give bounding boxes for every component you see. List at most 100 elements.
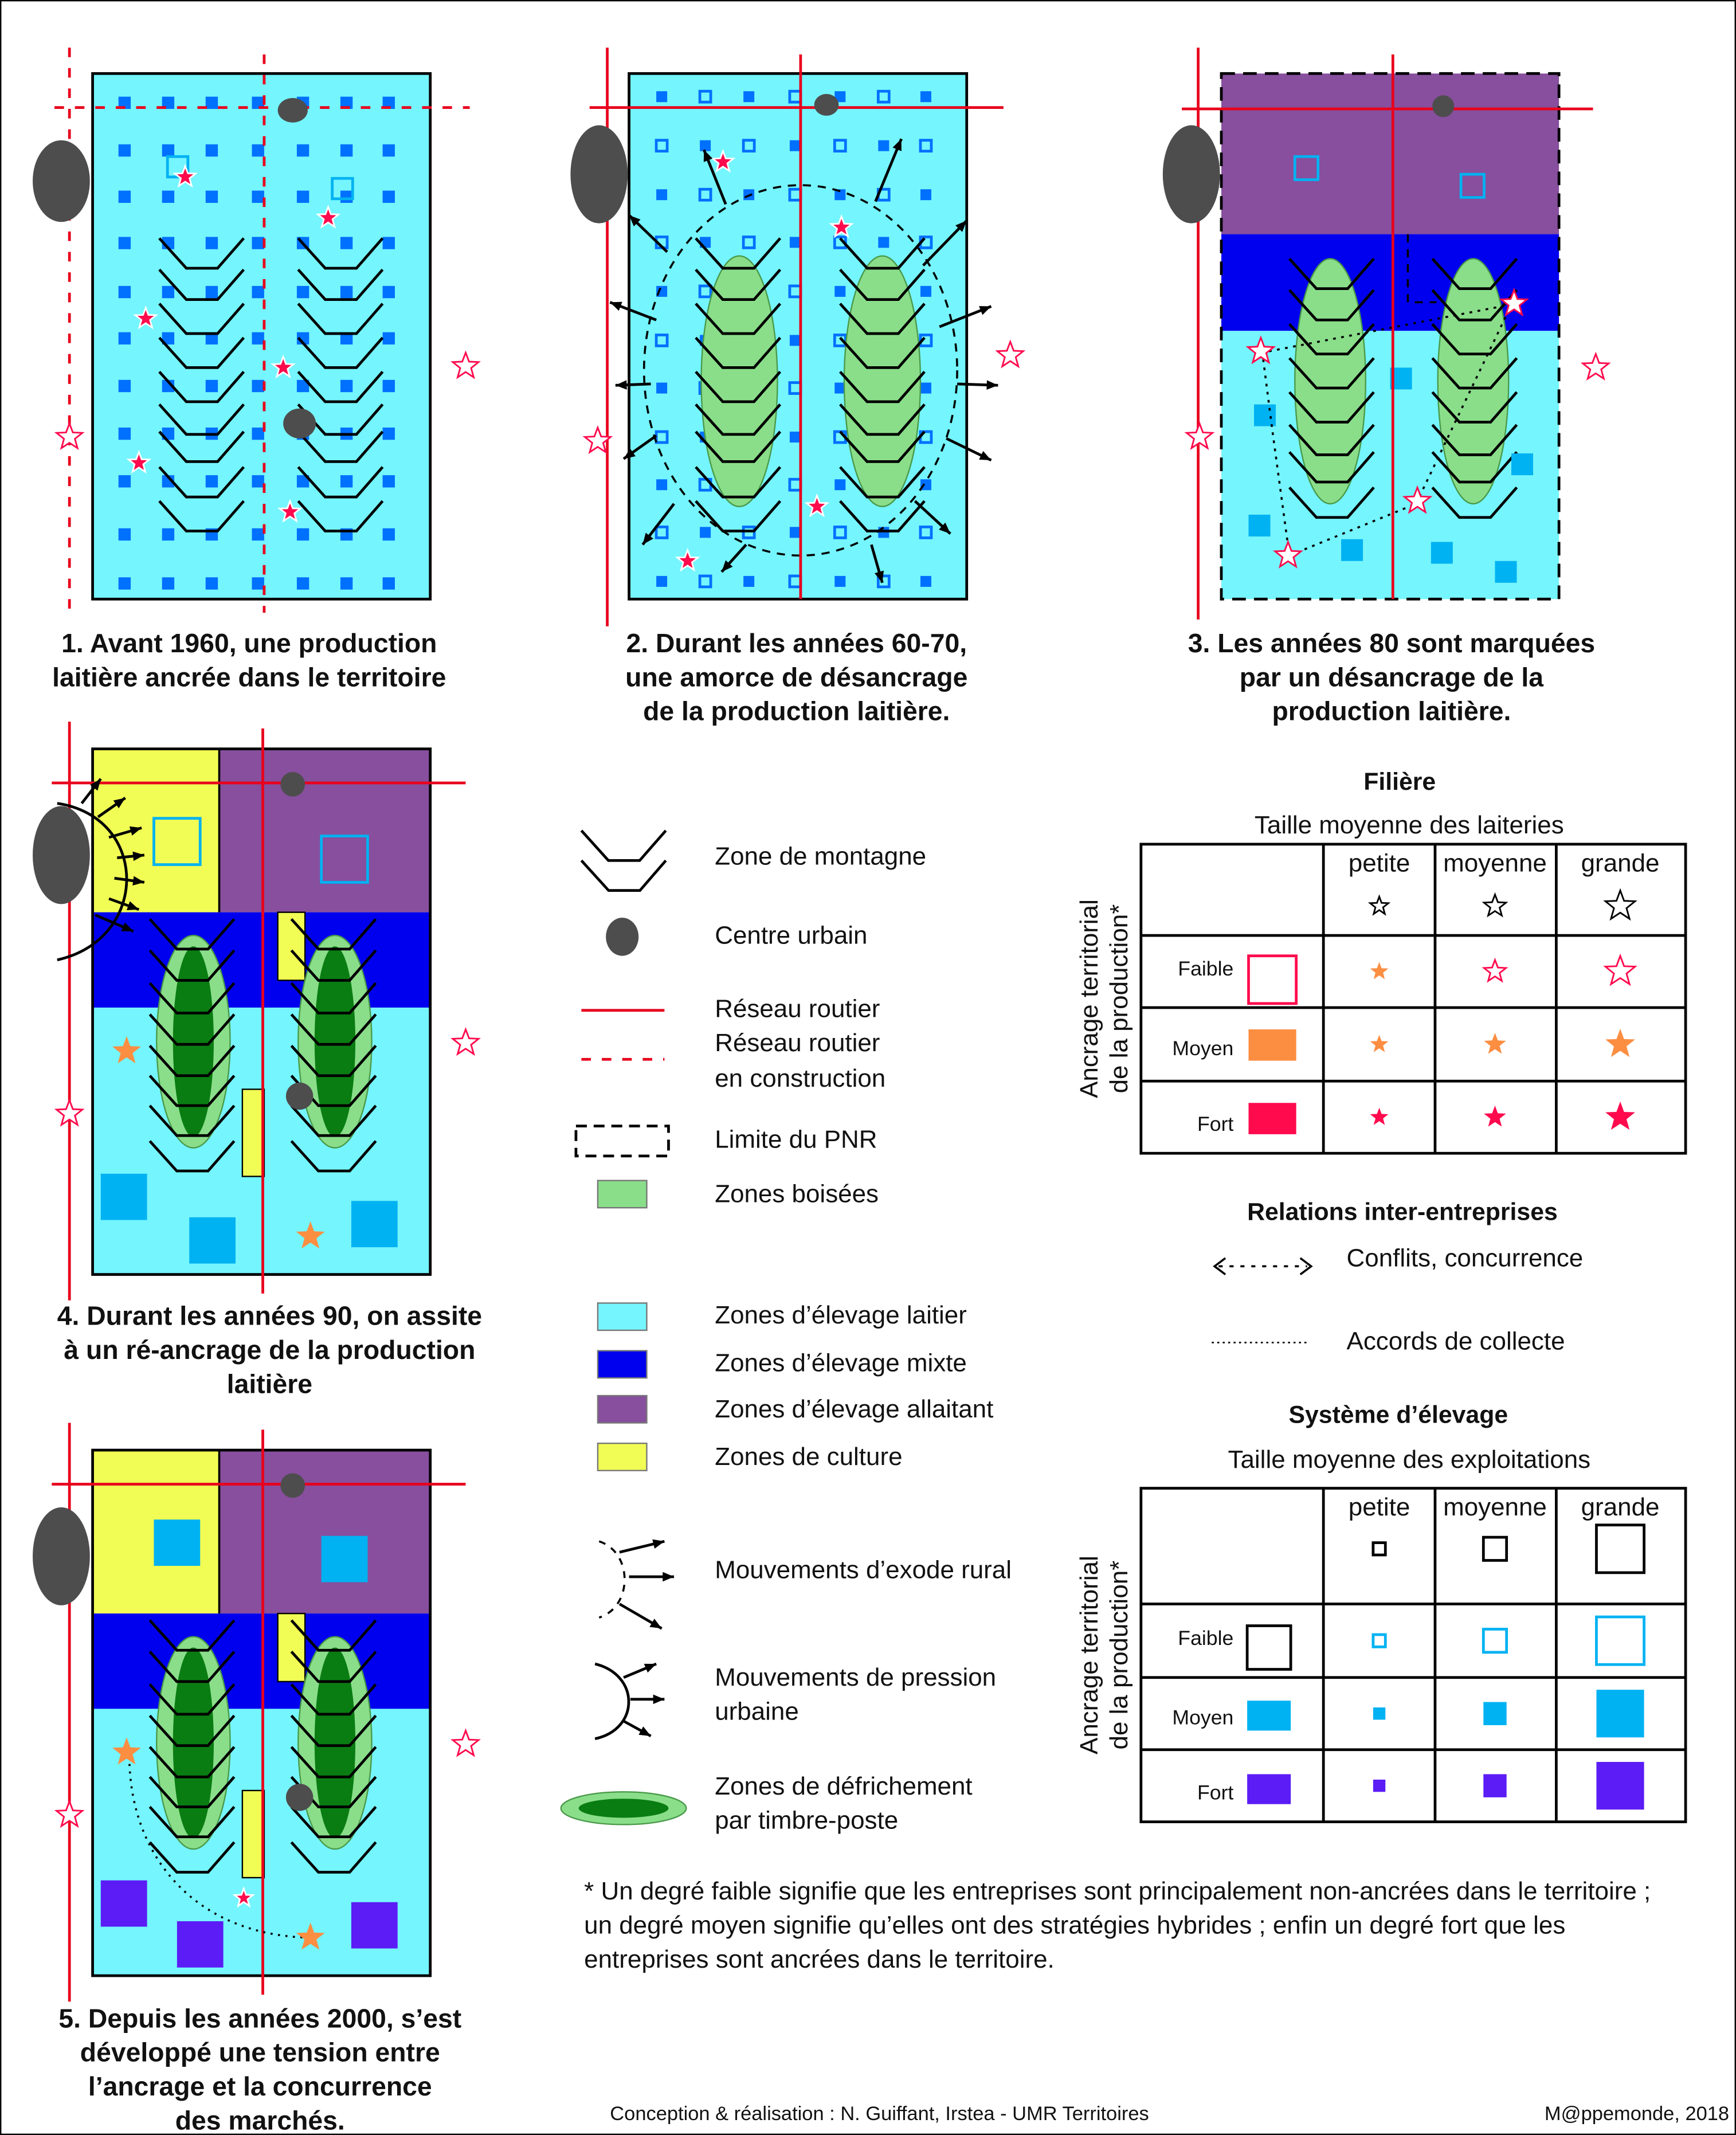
small-farm-square [162,577,175,590]
agreements-label: Accords de collecte [1347,1327,1565,1355]
clearing-legend-icon [578,1799,669,1818]
small-farm-square [833,525,847,539]
small-farm-square [876,89,891,104]
urban-centre-icon [280,1473,305,1498]
weak-farm-square [320,835,369,884]
small-farm-square [656,575,668,587]
weak-farm-square [166,155,190,179]
clearing-zone [173,1647,214,1839]
small-farm-square [700,527,711,538]
small-farm-square [834,575,846,587]
suckler-zone [219,749,430,912]
legend-mixed-label: Zones d’élevage mixte [715,1349,967,1377]
small-farm-square [252,379,264,393]
pressure-legend-arc [594,1662,630,1741]
small-farm-square [920,575,931,587]
mountain-chevron [148,1044,236,1078]
small-farm-square [743,91,755,103]
clearing-zone [314,946,356,1137]
small-farm-square [252,96,264,109]
mountain-chevron [158,403,245,436]
small-farm-square [382,379,395,393]
mountain-chevron [839,303,926,335]
mountain-chevron [297,268,384,301]
strong-star-icon [232,1886,256,1908]
arrow-head-icon [722,560,733,572]
mountain-chevron [1288,451,1375,484]
mountain-chevron [158,370,245,404]
conflict-line [1261,351,1291,556]
small-farm-square [789,335,801,346]
mountain-icon [580,859,667,892]
legend-urban-label: Centre urbain [715,921,867,949]
table-row-label: Faible [1178,957,1233,980]
mountain-chevron [839,237,926,270]
small-farm-square [118,332,131,345]
mountain-chevron [297,237,384,270]
small-farm-square [252,285,264,299]
arrow-head-icon [986,380,998,390]
mountain-chevron [839,403,926,436]
panel-caption: 4. Durant les années 90, on assite [57,1300,482,1330]
small-farm-square [834,91,846,103]
urban-centre-icon [606,918,639,956]
axis-label: Ancrage territorial de la production* [1075,1556,1133,1754]
size-square-icon [1482,1535,1508,1562]
footnote-line: * Un degré faible signifie que les entre… [584,1877,1651,1905]
small-farm-square [919,525,933,539]
small-farm-square [876,574,891,589]
axis-label-line: Ancrage territorial [1075,1556,1103,1754]
legend-dairy-label: Zones d’élevage laitier [715,1301,967,1329]
small-farm-square [252,475,264,488]
small-farm-square [252,577,264,590]
small-farm-square [834,382,846,394]
mountain-chevron [1288,289,1375,322]
panel-caption: de la production laitière. [643,696,950,726]
mountain-chevron [158,500,245,532]
strong-star-icon [1605,1101,1635,1130]
legend-clearing-label: par timbre-poste [715,1806,898,1834]
mountain-chevron [148,1104,236,1137]
legend-forest-label: Zones boisées [715,1180,879,1208]
medium-star-icon [112,1737,141,1765]
medium-farm-square [1373,1707,1386,1720]
mountain-chevron [148,1776,236,1808]
small-farm-square [655,139,669,153]
small-farm-square [162,528,175,541]
small-farm-square [162,285,175,299]
arrow-head-icon [979,450,992,460]
small-farm-square [252,427,264,440]
mountain-chevron [1431,391,1518,424]
moyen-swatch [1247,1701,1291,1731]
arrow-head-icon [652,1539,665,1549]
medium-star-icon [112,1036,141,1064]
small-farm-square [118,285,131,299]
mountain-chevron [148,1746,236,1778]
fort-swatch [1248,1103,1296,1134]
medium-farm-square [1483,1702,1507,1725]
outside-weak-star-icon [54,1098,85,1127]
dairy-star-icon [277,499,303,523]
weak-star-icon [1482,957,1508,983]
legend-road-label: Réseau routier [715,995,880,1023]
urban-centre-icon [1162,125,1220,224]
mountain-chevron [695,466,782,499]
mountain-chevron [695,336,782,369]
small-farm-square [205,475,218,488]
small-farm-square [118,190,131,203]
strong-farm-square [177,1921,224,1968]
conflicts-label: Conflits, concurrence [1347,1244,1584,1272]
mountain-chevron [1431,323,1518,356]
mountain-chevron [148,1841,236,1874]
mountain-chevron [839,466,926,499]
weak-farm-square [1482,1628,1508,1654]
faible-swatch [1245,1624,1292,1671]
small-farm-square [296,379,309,393]
arrow-head-icon [955,220,967,232]
weak-star-icon [1245,335,1276,365]
mountain-chevron [1288,357,1375,390]
captions: 1. Avant 1960, une production laitière an… [52,628,1595,2135]
panel-caption: développé une tension entre [80,2038,440,2067]
strong-star-icon [1370,1107,1389,1125]
crop-zone [92,749,220,912]
